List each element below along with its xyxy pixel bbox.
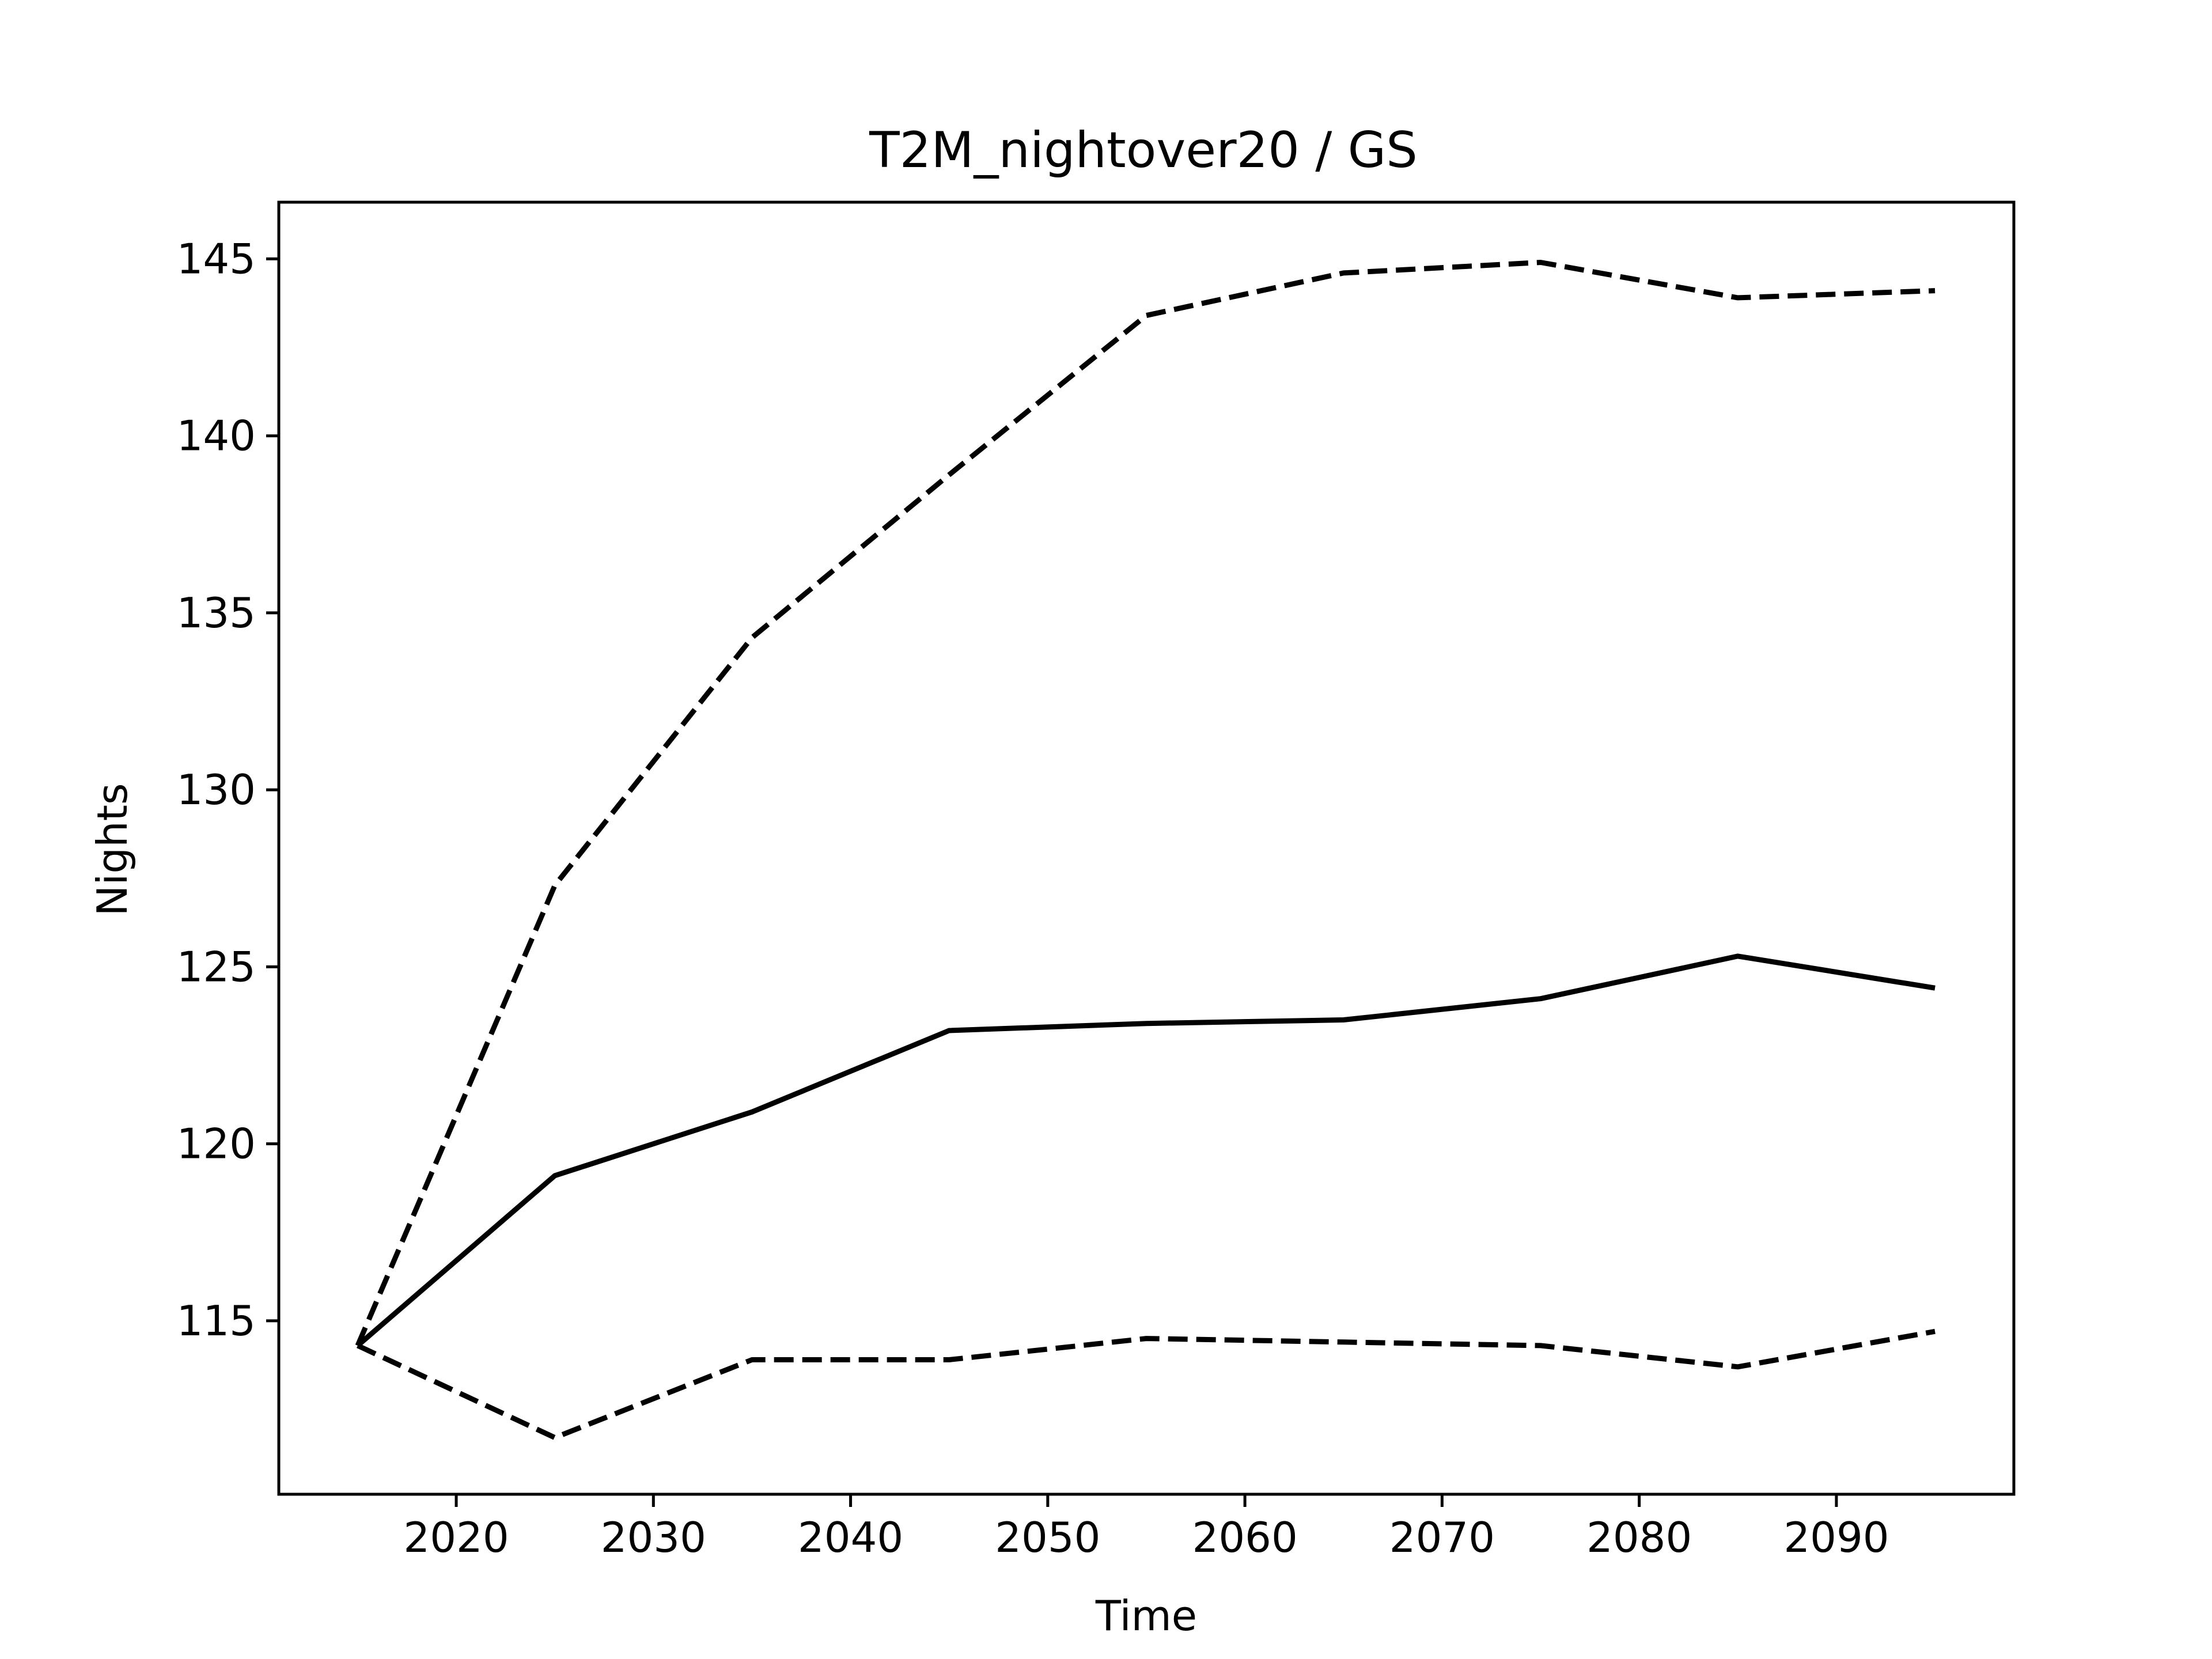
x-tick-label: 2090: [1783, 1513, 1889, 1562]
chart-title: T2M_nightover20 / GS: [869, 122, 1418, 179]
y-tick-label: 125: [177, 942, 256, 991]
series-line-lower: [356, 1328, 1936, 1441]
series-line-mean: [355, 953, 1936, 1348]
y-axis: 115 120 125 130 135 140 145: [177, 234, 279, 1345]
x-tick-label: 2050: [995, 1513, 1100, 1562]
x-tick-label: 2020: [403, 1513, 509, 1562]
series-layer: [355, 260, 1936, 1441]
x-tick-label: 2030: [601, 1513, 706, 1562]
x-tick-label: 2040: [798, 1513, 903, 1562]
y-tick-label: 115: [177, 1297, 256, 1345]
y-tick-label: 130: [177, 766, 256, 814]
x-axis: 2020 2030 2040 2050 2060 2070 2080 2090: [403, 1494, 1889, 1562]
y-tick-label: 135: [177, 589, 256, 637]
x-tick-label: 2060: [1192, 1513, 1298, 1562]
y-tick-label: 140: [177, 412, 256, 460]
plot-frame: [277, 200, 2016, 1496]
series-line-upper: [355, 260, 1936, 1347]
y-tick-label: 120: [177, 1120, 256, 1168]
x-tick-label: 2070: [1389, 1513, 1495, 1562]
y-axis-label: Nights: [88, 783, 137, 916]
x-tick-label: 2080: [1586, 1513, 1692, 1562]
x-axis-label: Time: [1095, 1592, 1197, 1640]
y-tick-label: 145: [177, 234, 256, 283]
